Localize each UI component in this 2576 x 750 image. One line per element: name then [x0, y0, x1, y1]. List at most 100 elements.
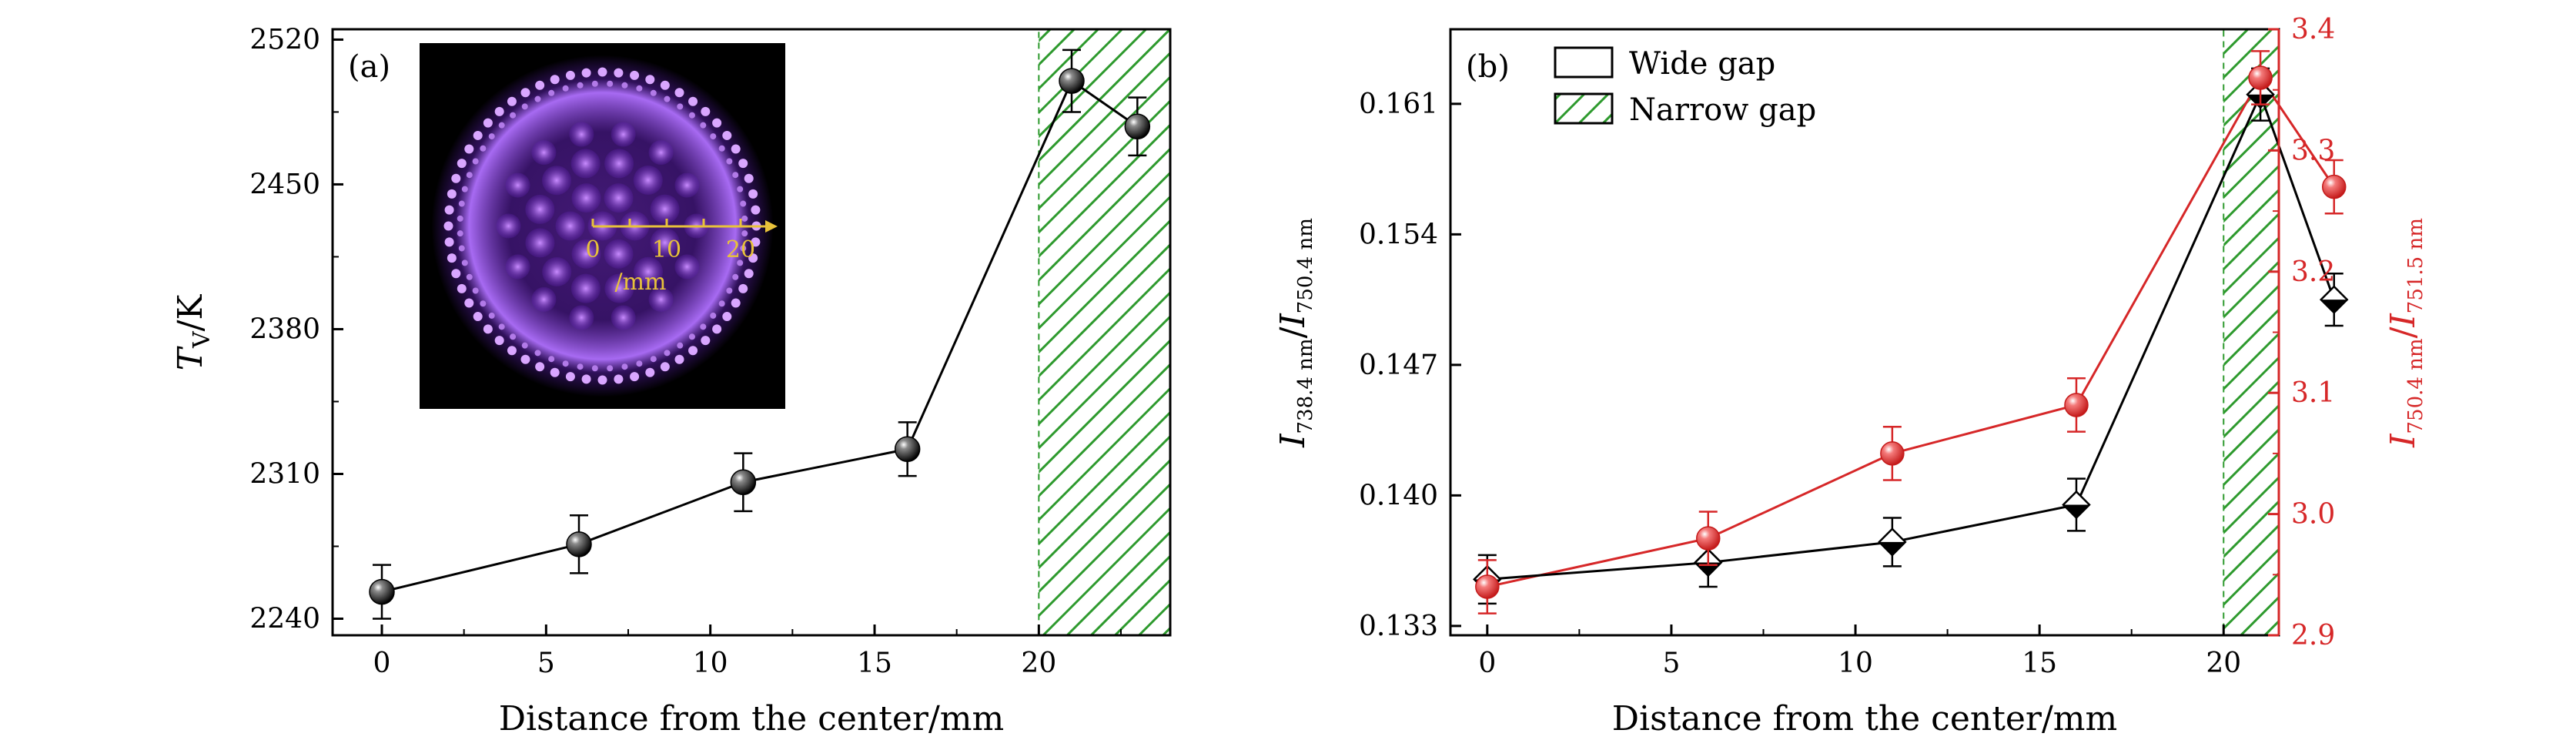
inset-outer-spot: [581, 374, 591, 384]
inset-outer-spot: [700, 122, 707, 129]
inset-cell-spot: [604, 239, 634, 269]
inset-outer-spot: [457, 159, 467, 169]
panel-a-data-point: [730, 469, 757, 495]
inset-cell-spot: [674, 172, 700, 198]
inset-outer-spot: [562, 360, 569, 367]
legend-swatch-narrow-gap: [1554, 92, 1614, 125]
inset-outer-spot: [457, 230, 463, 237]
inset-outer-spot: [548, 89, 555, 96]
inset-outer-spot: [748, 253, 758, 263]
inset-outer-spot: [535, 362, 545, 372]
inset-cell-spot: [604, 273, 634, 303]
inset-cell-spot: [570, 149, 601, 179]
inset-outer-spot: [718, 300, 725, 307]
inset-cell-spot: [650, 194, 680, 224]
panel-b-diamond-point-fill: [2062, 504, 2089, 518]
panel-a-y-axis-title: TV/K: [171, 294, 216, 371]
panel-b-left-y-tick-label: 0.154: [1359, 219, 1438, 250]
inset-outer-spot: [664, 95, 671, 102]
inset-outer-spot: [614, 68, 624, 78]
inset-outer-spot: [597, 67, 607, 77]
inset-outer-spot: [741, 215, 748, 222]
panel-b-red-data-point: [1880, 441, 1905, 466]
panel-b-series: [1473, 50, 2349, 614]
inset-outer-spot: [548, 356, 555, 363]
inset-outer-spot: [630, 70, 640, 80]
inset-outer-spot: [740, 200, 747, 207]
inset-cell-spot: [648, 286, 674, 312]
inset-cell-spot: [604, 149, 634, 179]
inset-outer-spot: [510, 112, 517, 119]
inset-outer-spot: [738, 283, 748, 293]
inset-outer-spot: [473, 312, 483, 322]
panel-b-x-tick-label: 15: [2022, 648, 2057, 679]
inset-outer-spot: [461, 259, 468, 266]
panel-a-y-tick-label: 2310: [249, 458, 320, 490]
panel-a-x-tick-label: 20: [1021, 648, 1056, 679]
panel-a-x-tick-label: 0: [373, 648, 391, 679]
panel-b-x-tick-label: 0: [1478, 648, 1496, 679]
panel-b-narrow-gap-hatch: [2223, 28, 2280, 636]
panel-a-data-point: [1124, 113, 1151, 139]
panel-a-x-ticks: 0 5 10 15 20: [373, 624, 1122, 679]
legend-label-narrow-gap: Narrow gap: [1629, 92, 1816, 128]
inset-scale-label: 20: [726, 236, 755, 263]
inset-outer-spot: [444, 237, 454, 247]
panel-b-red-data-point: [1475, 574, 1500, 599]
inset-outer-spot: [457, 215, 463, 222]
inset-outer-spot: [712, 324, 722, 334]
panel-a-x-axis-title: Distance from the center/mm: [499, 699, 1004, 738]
inset-outer-spot: [565, 70, 575, 80]
inset-outer-spot: [520, 354, 530, 364]
inset-outer-spot: [458, 245, 465, 252]
panel-b-right-y-ticks: 2.9 3.0 3.1 3.2 3.3 3.4: [2268, 14, 2335, 651]
panel-b-x-tick-label: 20: [2206, 648, 2241, 679]
inset-outer-spot: [534, 350, 541, 357]
panel-b-left-y-ticks: 0.133 0.140 0.147 0.154 0.161: [1359, 89, 1461, 642]
inset-outer-spot: [457, 283, 467, 293]
inset-outer-spot: [630, 372, 640, 382]
inset-outer-spot: [726, 287, 733, 294]
inset-cell-spot: [569, 305, 594, 330]
inset-cell-spot: [611, 305, 636, 330]
inset-cell-spot: [541, 166, 571, 196]
panel-b-red-data-point: [2064, 393, 2089, 417]
inset-outer-spot: [688, 346, 698, 356]
inset-outer-spot: [494, 106, 504, 116]
inset-outer-spot: [464, 298, 474, 308]
inset-outer-spot: [443, 221, 453, 231]
inset-cell-spot: [531, 140, 557, 166]
inset-scale-arrowhead: [765, 220, 778, 233]
inset-outer-spot: [732, 273, 739, 280]
panel-b-left-y-axis-title: I738.4 nm/I750.4 nm: [1273, 218, 1317, 448]
inset-outer-spot: [447, 253, 457, 263]
inset-outer-spot: [464, 144, 474, 154]
inset-outer-spot: [483, 118, 493, 128]
inset-outer-spot: [731, 298, 741, 308]
inset-outer-spot: [550, 75, 560, 85]
panel-b-diamond-point-fill: [1878, 541, 1905, 555]
inset-outer-spot: [498, 122, 505, 129]
panel-b-right-y-tick-label: 3.4: [2291, 14, 2335, 45]
inset-outer-spot: [718, 145, 725, 152]
legend-swatch-wide-gap: [1554, 46, 1614, 79]
inset-outer-spot: [636, 360, 643, 367]
inset-cell-spot: [569, 122, 594, 147]
inset-outer-spot: [507, 96, 517, 106]
inset-outer-spot: [645, 75, 655, 85]
inset-outer-spot: [510, 333, 517, 340]
inset-outer-spot: [562, 85, 569, 92]
panel-a-shaded-region: [1038, 28, 1172, 636]
panel-a-data-point: [894, 436, 921, 463]
panel-a-narrow-gap-hatch: [1038, 28, 1172, 636]
inset-outer-spot: [507, 346, 517, 356]
inset-outer-spot: [444, 205, 454, 215]
panel-a-x-tick-label: 15: [857, 648, 892, 679]
panel-b-red-data-point: [1696, 526, 1721, 551]
inset-outer-spot: [664, 350, 671, 357]
inset-scale-label: 0: [585, 236, 600, 263]
inset-outer-spot: [480, 145, 487, 152]
inset-outer-spot: [521, 103, 528, 110]
inset-outer-spot: [577, 363, 584, 370]
inset-outer-spot: [722, 312, 732, 322]
